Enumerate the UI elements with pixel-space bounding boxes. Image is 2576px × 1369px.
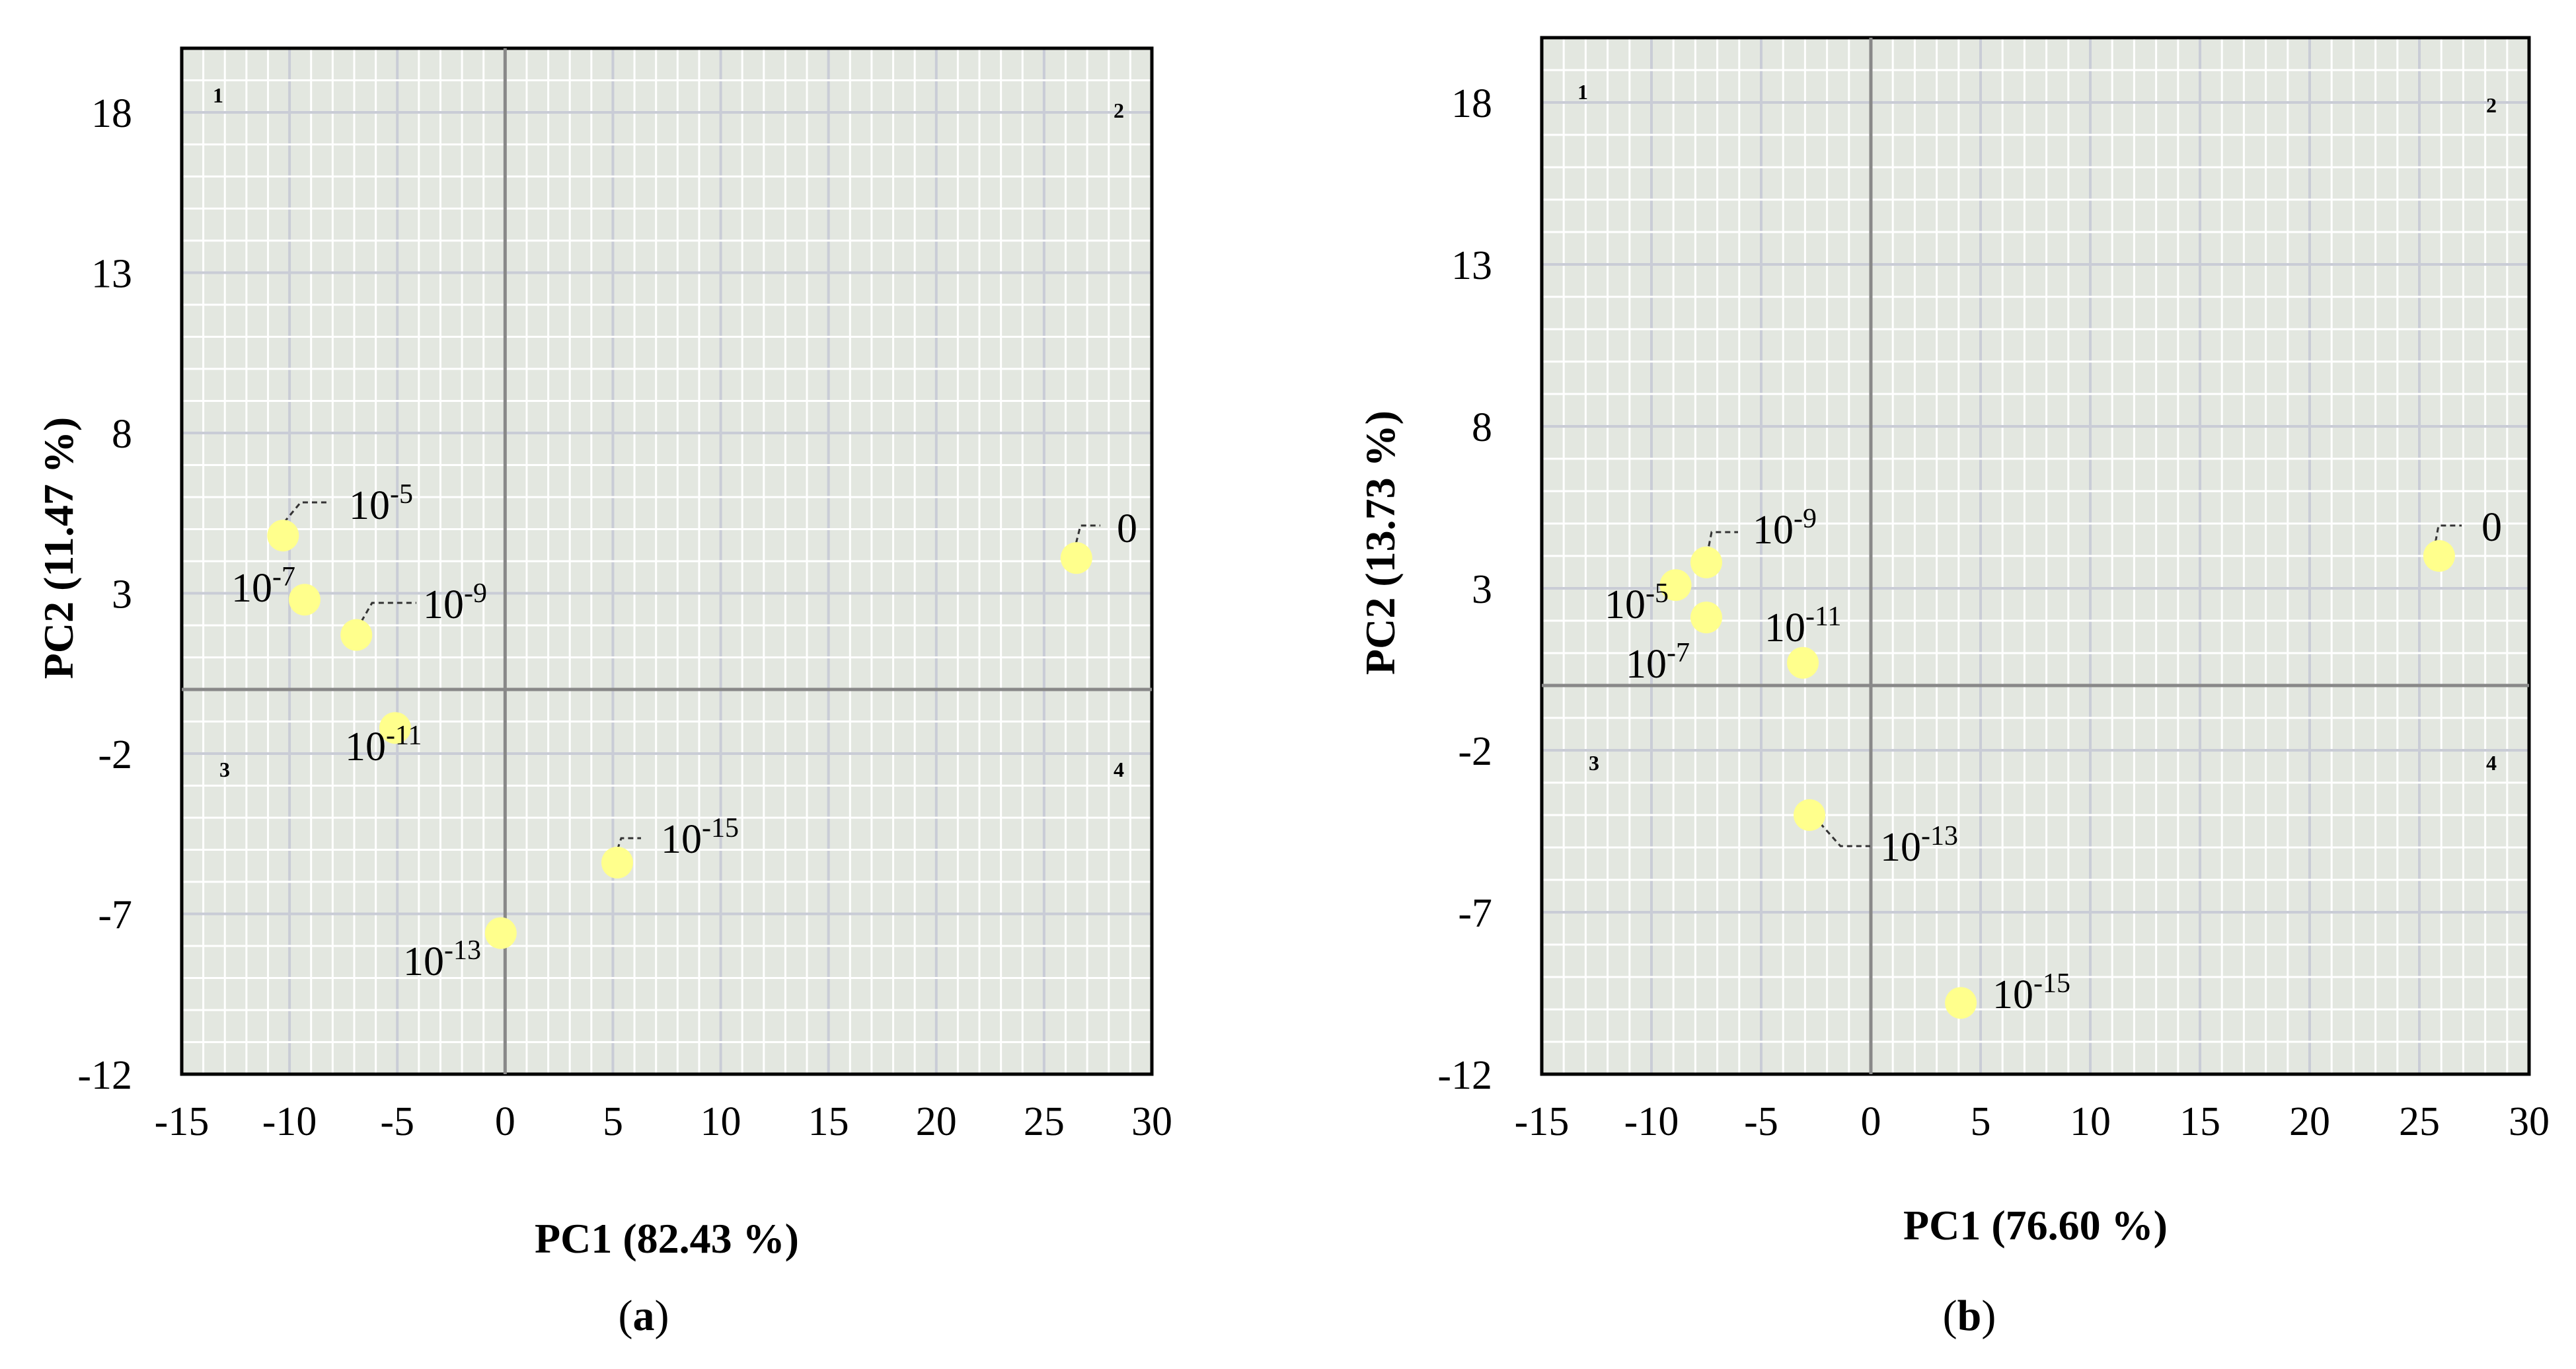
data-point — [1794, 799, 1826, 831]
quadrant-label: 3 — [219, 758, 230, 781]
x-tick-label: 10 — [2070, 1099, 2111, 1144]
data-point — [484, 917, 517, 949]
quadrant-label: 1 — [1577, 80, 1588, 104]
point-label: 10-15 — [1992, 968, 2070, 1017]
data-point — [601, 846, 633, 879]
leader-line — [2433, 524, 2462, 551]
point-label: 10-9 — [423, 578, 487, 627]
y-tick-label: -12 — [1437, 1053, 1492, 1098]
y-tick-label: 13 — [1451, 243, 1492, 288]
point-label: 10-15 — [661, 813, 739, 862]
y-tick-label: 13 — [91, 252, 132, 297]
x-tick-label: 15 — [808, 1099, 849, 1144]
x-tick-label: -5 — [380, 1099, 414, 1144]
data-point — [1690, 546, 1722, 578]
y-tick-label: 8 — [112, 412, 132, 457]
point-label: 10-11 — [345, 721, 422, 769]
x-tick-label: 15 — [2179, 1099, 2220, 1144]
y-tick-label: -2 — [98, 732, 132, 777]
quadrant-label: 2 — [1114, 98, 1124, 122]
x-tick-label: 20 — [916, 1099, 957, 1144]
y-tick-label: -2 — [1458, 729, 1492, 774]
y-axis-title: PC2 (11.47 %) — [35, 417, 82, 679]
x-tick-label: -15 — [1515, 1099, 1570, 1144]
data-point — [1690, 602, 1722, 634]
y-tick-label: -7 — [1458, 891, 1492, 936]
data-point — [1945, 987, 1977, 1019]
y-tick-label: -7 — [98, 893, 132, 938]
x-tick-label: 30 — [1131, 1099, 1172, 1144]
y-tick-label: 18 — [1451, 81, 1492, 126]
x-tick-label: 20 — [2289, 1099, 2330, 1144]
x-tick-label: 25 — [2399, 1099, 2440, 1144]
point-label: 0 — [2481, 505, 2502, 550]
x-tick-label: 5 — [603, 1099, 623, 1144]
grid — [180, 47, 1153, 1076]
quadrant-label: 4 — [1114, 758, 1124, 781]
y-axis-title: PC2 (13.73 %) — [1357, 411, 1404, 675]
data-point — [288, 584, 321, 616]
quadrant-label: 3 — [1589, 751, 1599, 775]
leader-line — [1813, 816, 1870, 847]
y-tick-label: -12 — [77, 1053, 132, 1098]
point-label: 10-13 — [1880, 821, 1958, 870]
y-tick-label: 18 — [91, 91, 132, 136]
point-label: 10-13 — [403, 935, 481, 984]
x-tick-label: 5 — [1971, 1099, 1991, 1144]
data-point — [1060, 542, 1092, 574]
panel-label: (a) — [619, 1292, 669, 1340]
data-point — [267, 520, 299, 552]
x-tick-label: 25 — [1024, 1099, 1065, 1144]
x-tick-label: -15 — [155, 1099, 209, 1144]
y-tick-label: 3 — [112, 572, 132, 617]
x-tick-label: -10 — [262, 1099, 317, 1144]
leader-line — [1073, 524, 1100, 553]
data-point — [340, 619, 373, 651]
x-tick-label: 0 — [1861, 1099, 1881, 1144]
x-axis-title: PC1 (82.43 %) — [535, 1215, 799, 1262]
point-label: 0 — [1117, 506, 1137, 551]
quadrant-label: 4 — [2486, 751, 2497, 775]
panel-a-chart: -15 -10 -5 0 5 10 15 20 25 30 18 13 8 3 -2 -7 -12 1 2 3 4 PC1… — [35, 46, 1172, 1340]
point-label: 10-5 — [349, 479, 413, 528]
point-label: 10-7 — [231, 562, 295, 611]
y-tick-label: 3 — [1472, 567, 1492, 612]
plot-frame — [1540, 36, 2531, 1076]
data-point — [2423, 540, 2455, 572]
data-point — [379, 712, 411, 744]
quadrant-label: 1 — [213, 83, 223, 107]
panel-b-chart: -15 -10 -5 0 5 10 15 20 25 30 18 13 8 3 -2 -7 -12 1 2 3 4 PC1… — [1357, 36, 2550, 1340]
x-tick-label: -5 — [1744, 1099, 1778, 1144]
plot-frame — [180, 46, 1154, 1076]
x-tick-label: 10 — [701, 1099, 741, 1144]
leader-line — [613, 837, 641, 859]
panel-label: (b) — [1943, 1292, 1996, 1340]
point-label: 10-11 — [1764, 602, 1841, 650]
data-point — [1787, 646, 1819, 679]
y-tick-label: 8 — [1472, 405, 1492, 450]
leader-line — [1706, 531, 1738, 556]
quadrant-label: 2 — [2486, 93, 2497, 117]
point-label: 10-9 — [1753, 504, 1817, 553]
x-tick-label: 30 — [2509, 1099, 2550, 1144]
x-tick-label: 0 — [495, 1099, 515, 1144]
data-point — [1659, 569, 1692, 602]
point-label: 10-7 — [1626, 638, 1690, 687]
point-label: 10-5 — [1605, 578, 1669, 627]
x-tick-label: -10 — [1624, 1099, 1679, 1144]
x-axis-title: PC1 (76.60 %) — [1903, 1202, 2168, 1249]
